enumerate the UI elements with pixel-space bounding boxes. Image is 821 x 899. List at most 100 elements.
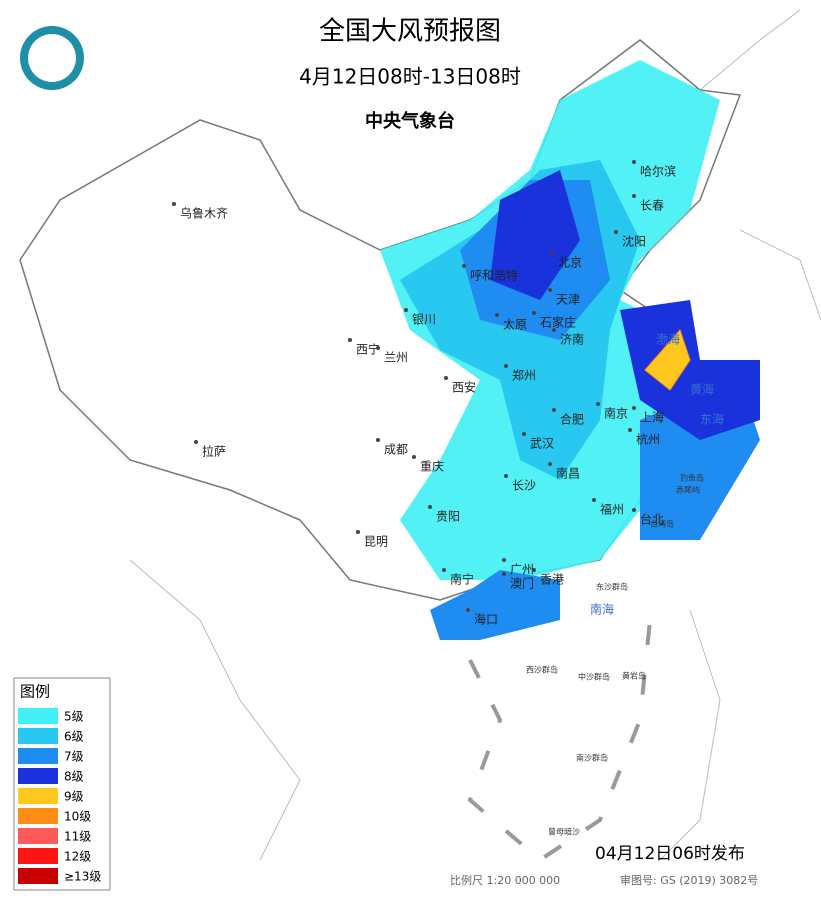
logo-inner	[28, 34, 76, 82]
city-dot	[404, 308, 408, 312]
legend-label: 5级	[64, 710, 84, 724]
city-label: 广州	[510, 563, 534, 577]
legend-swatch	[18, 848, 58, 864]
city-label: 贵阳	[436, 510, 460, 524]
city-dot	[592, 498, 596, 502]
city-label: 昆明	[364, 535, 388, 549]
sea-label: 南海	[590, 602, 614, 617]
city-label: 台北	[640, 512, 664, 527]
island-label: 曾母暗沙	[548, 827, 580, 837]
city-label: 成都	[384, 443, 408, 457]
scale: 比例尺 1:20 000 000	[450, 873, 560, 887]
period: 4月12日08时-13日08时	[299, 65, 521, 89]
city-label: 南昌	[556, 466, 580, 481]
legend-title: 图例	[20, 683, 50, 701]
city-label: 长春	[640, 199, 664, 213]
city-label: 郑州	[512, 368, 536, 383]
city-label: 兰州	[384, 351, 408, 365]
city-dot	[495, 313, 499, 317]
city-dot	[442, 568, 446, 572]
island-label: 东沙群岛	[596, 582, 628, 592]
city-dot	[356, 530, 360, 534]
legend-swatch	[18, 728, 58, 744]
city-label: 杭州	[636, 432, 660, 447]
city-label: 乌鲁木齐	[180, 206, 228, 221]
city-dot	[504, 364, 508, 368]
island-label: 中沙群岛	[578, 672, 610, 682]
city-dot	[502, 558, 506, 562]
island-label: 台湾岛	[650, 519, 674, 529]
city-label: 西宁	[356, 342, 380, 357]
city-label: 澳门	[510, 576, 534, 591]
city-dot	[632, 160, 636, 164]
city-dot	[194, 440, 198, 444]
city-dot	[172, 202, 176, 206]
legend-swatch	[18, 768, 58, 784]
city-label: 香港	[540, 573, 564, 587]
city-dot	[376, 346, 380, 350]
city-label: 西安	[452, 380, 476, 395]
city-label: 北京	[558, 256, 582, 270]
city-label: 天津	[556, 293, 580, 307]
agency: 中央气象台	[365, 110, 455, 132]
city-label: 银川	[412, 313, 436, 327]
city-dot	[532, 311, 536, 315]
city-dot	[532, 568, 536, 572]
approval: 审图号: GS (2019) 3082号	[620, 873, 758, 887]
city-label: 海口	[474, 612, 498, 627]
city-dot	[466, 608, 470, 612]
city-label: 武汉	[530, 437, 554, 451]
city-dot	[428, 505, 432, 509]
city-label: 呼和浩特	[470, 268, 518, 283]
wind-areas	[380, 60, 760, 640]
nine-dash	[467, 619, 652, 863]
legend-label: 10级	[64, 810, 91, 824]
city-dot	[444, 376, 448, 380]
city-label: 合肥	[560, 412, 584, 427]
legend-label: ≥13级	[64, 870, 101, 884]
legend-swatch	[18, 788, 58, 804]
city-dot	[376, 438, 380, 442]
city-dot	[548, 462, 552, 466]
legend-label: 6级	[64, 730, 84, 744]
legend-label: 9级	[64, 790, 84, 804]
city-label: 济南	[560, 332, 584, 347]
city-dot	[412, 455, 416, 459]
island-label: 西沙群岛	[526, 665, 558, 675]
city-dot	[628, 428, 632, 432]
city-label: 太原	[503, 317, 527, 332]
legend-swatch	[18, 708, 58, 724]
title: 全国大风预报图	[319, 17, 501, 47]
city-label: 南宁	[450, 572, 474, 587]
city-label: 长沙	[512, 479, 536, 493]
legend-swatch	[18, 748, 58, 764]
city-dot	[552, 328, 556, 332]
city-dot	[632, 508, 636, 512]
city-label: 重庆	[420, 460, 444, 474]
legend-label: 11级	[64, 830, 91, 844]
city-dot	[596, 402, 600, 406]
legend: 5级 6级 7级 8级 9级 10级 11级 12级 ≥13级	[18, 708, 101, 884]
city-dot	[632, 406, 636, 410]
legend-label: 12级	[64, 850, 91, 864]
city-dot	[502, 572, 506, 576]
city-dot	[348, 338, 352, 342]
city-dot	[504, 474, 508, 478]
city-dot	[462, 264, 466, 268]
city-dot	[522, 432, 526, 436]
city-dot	[614, 230, 618, 234]
city-label: 福州	[600, 502, 624, 517]
city-label: 沈阳	[622, 234, 646, 249]
city-label: 拉萨	[202, 444, 226, 459]
sea-label: 黄海	[690, 382, 714, 397]
island-label: 赤尾屿	[676, 486, 700, 495]
legend-swatch	[18, 828, 58, 844]
city-label: 石家庄	[540, 315, 576, 330]
neighbors	[129, 9, 821, 861]
issued: 04月12日06时发布	[595, 844, 745, 864]
legend-swatch	[18, 808, 58, 824]
city-dot	[552, 408, 556, 412]
sea-label: 东海	[700, 412, 724, 427]
